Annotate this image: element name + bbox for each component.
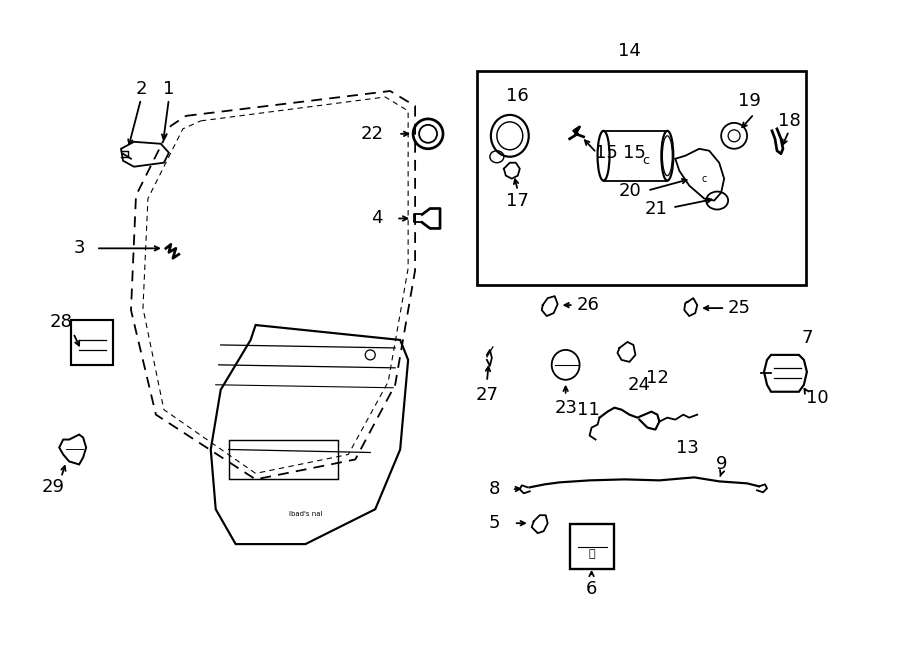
Text: 20: 20 — [619, 182, 642, 200]
Text: 27: 27 — [475, 386, 499, 404]
Text: 6: 6 — [586, 580, 598, 598]
Text: 21: 21 — [645, 200, 668, 217]
Text: 24: 24 — [628, 375, 651, 394]
Text: 15: 15 — [595, 143, 618, 162]
Text: 25: 25 — [727, 299, 751, 317]
Text: 7: 7 — [801, 329, 813, 347]
Text: 29: 29 — [41, 479, 65, 496]
Text: c: c — [701, 174, 706, 184]
Text: 18: 18 — [778, 112, 800, 130]
Text: 26: 26 — [576, 296, 599, 314]
Text: 11: 11 — [577, 401, 599, 418]
Text: 13: 13 — [676, 438, 698, 457]
Bar — [71, 320, 113, 365]
Text: 10: 10 — [806, 389, 828, 407]
Text: 22: 22 — [360, 125, 383, 143]
Text: 3: 3 — [74, 239, 85, 257]
Bar — [477, 71, 806, 285]
Text: 17: 17 — [507, 192, 529, 210]
Text: 23: 23 — [554, 399, 577, 416]
Text: 9: 9 — [716, 455, 727, 473]
Text: 5: 5 — [489, 514, 500, 532]
Text: 12: 12 — [646, 369, 669, 387]
Text: lbad's nal: lbad's nal — [289, 511, 322, 517]
Text: 14: 14 — [618, 42, 641, 60]
Text: 15: 15 — [623, 143, 646, 162]
Text: 4: 4 — [371, 210, 382, 227]
Bar — [229, 440, 338, 479]
Text: 19: 19 — [738, 92, 760, 110]
Text: 1: 1 — [163, 80, 175, 98]
Text: 2: 2 — [135, 80, 147, 98]
Text: 28: 28 — [50, 313, 73, 331]
Text: 𝔡: 𝔡 — [589, 549, 595, 559]
Text: 16: 16 — [507, 87, 529, 105]
Text: 8: 8 — [489, 481, 500, 498]
Bar — [570, 524, 615, 569]
Text: c: c — [642, 154, 649, 167]
